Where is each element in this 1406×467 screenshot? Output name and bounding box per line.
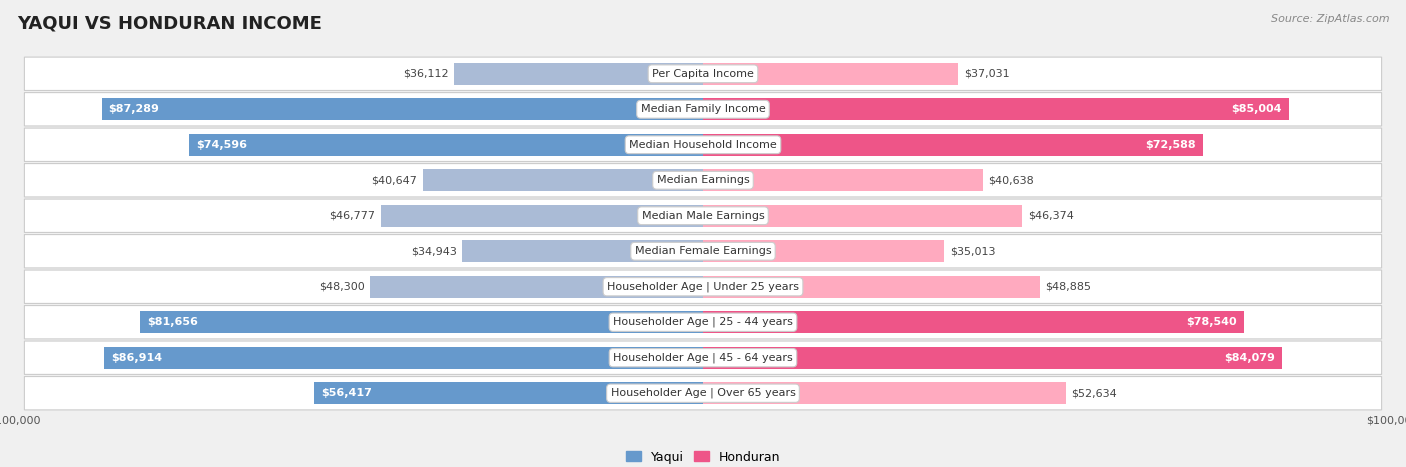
Text: Per Capita Income: Per Capita Income xyxy=(652,69,754,79)
Text: Median Earnings: Median Earnings xyxy=(657,175,749,185)
Text: $78,540: $78,540 xyxy=(1187,317,1237,327)
FancyBboxPatch shape xyxy=(24,305,1382,339)
Bar xyxy=(703,347,1282,369)
Text: $46,777: $46,777 xyxy=(329,211,375,221)
Text: $56,417: $56,417 xyxy=(321,388,373,398)
Bar xyxy=(381,205,703,227)
Bar xyxy=(101,98,703,120)
Bar xyxy=(104,347,703,369)
Bar xyxy=(703,63,957,85)
Text: $85,004: $85,004 xyxy=(1232,104,1282,114)
Bar xyxy=(423,169,703,191)
Bar xyxy=(703,311,1244,333)
Text: $36,112: $36,112 xyxy=(404,69,449,79)
Bar xyxy=(454,63,703,85)
Bar xyxy=(703,205,1022,227)
FancyBboxPatch shape xyxy=(24,128,1382,162)
Text: YAQUI VS HONDURAN INCOME: YAQUI VS HONDURAN INCOME xyxy=(17,14,322,32)
FancyBboxPatch shape xyxy=(24,341,1382,375)
Bar xyxy=(188,134,703,156)
FancyBboxPatch shape xyxy=(24,270,1382,304)
Text: Median Household Income: Median Household Income xyxy=(628,140,778,150)
Text: $72,588: $72,588 xyxy=(1146,140,1197,150)
Text: Median Female Earnings: Median Female Earnings xyxy=(634,246,772,256)
Text: Householder Age | Over 65 years: Householder Age | Over 65 years xyxy=(610,388,796,398)
Text: $46,374: $46,374 xyxy=(1028,211,1074,221)
FancyBboxPatch shape xyxy=(24,92,1382,126)
Text: $37,031: $37,031 xyxy=(963,69,1010,79)
Bar xyxy=(703,98,1289,120)
Text: $74,596: $74,596 xyxy=(195,140,247,150)
Bar xyxy=(463,240,703,262)
Text: $35,013: $35,013 xyxy=(949,246,995,256)
Text: Householder Age | 45 - 64 years: Householder Age | 45 - 64 years xyxy=(613,353,793,363)
Bar xyxy=(315,382,703,404)
Bar xyxy=(703,382,1066,404)
Text: Householder Age | 25 - 44 years: Householder Age | 25 - 44 years xyxy=(613,317,793,327)
Text: $87,289: $87,289 xyxy=(108,104,159,114)
Text: $86,914: $86,914 xyxy=(111,353,162,363)
Text: $81,656: $81,656 xyxy=(148,317,198,327)
Text: $48,885: $48,885 xyxy=(1045,282,1091,292)
FancyBboxPatch shape xyxy=(24,163,1382,197)
Text: Median Family Income: Median Family Income xyxy=(641,104,765,114)
Text: $48,300: $48,300 xyxy=(319,282,364,292)
Text: Median Male Earnings: Median Male Earnings xyxy=(641,211,765,221)
Bar xyxy=(141,311,703,333)
Bar xyxy=(703,276,1040,298)
Text: Householder Age | Under 25 years: Householder Age | Under 25 years xyxy=(607,282,799,292)
Text: $40,647: $40,647 xyxy=(371,175,418,185)
FancyBboxPatch shape xyxy=(24,234,1382,268)
FancyBboxPatch shape xyxy=(24,199,1382,233)
Legend: Yaqui, Honduran: Yaqui, Honduran xyxy=(621,446,785,467)
Text: $34,943: $34,943 xyxy=(411,246,457,256)
Text: Source: ZipAtlas.com: Source: ZipAtlas.com xyxy=(1271,14,1389,24)
Text: $84,079: $84,079 xyxy=(1225,353,1275,363)
Bar xyxy=(370,276,703,298)
FancyBboxPatch shape xyxy=(24,57,1382,91)
Text: $40,638: $40,638 xyxy=(988,175,1035,185)
Bar xyxy=(703,134,1204,156)
FancyBboxPatch shape xyxy=(24,376,1382,410)
Bar xyxy=(703,169,983,191)
Bar xyxy=(703,240,945,262)
Text: $52,634: $52,634 xyxy=(1071,388,1116,398)
